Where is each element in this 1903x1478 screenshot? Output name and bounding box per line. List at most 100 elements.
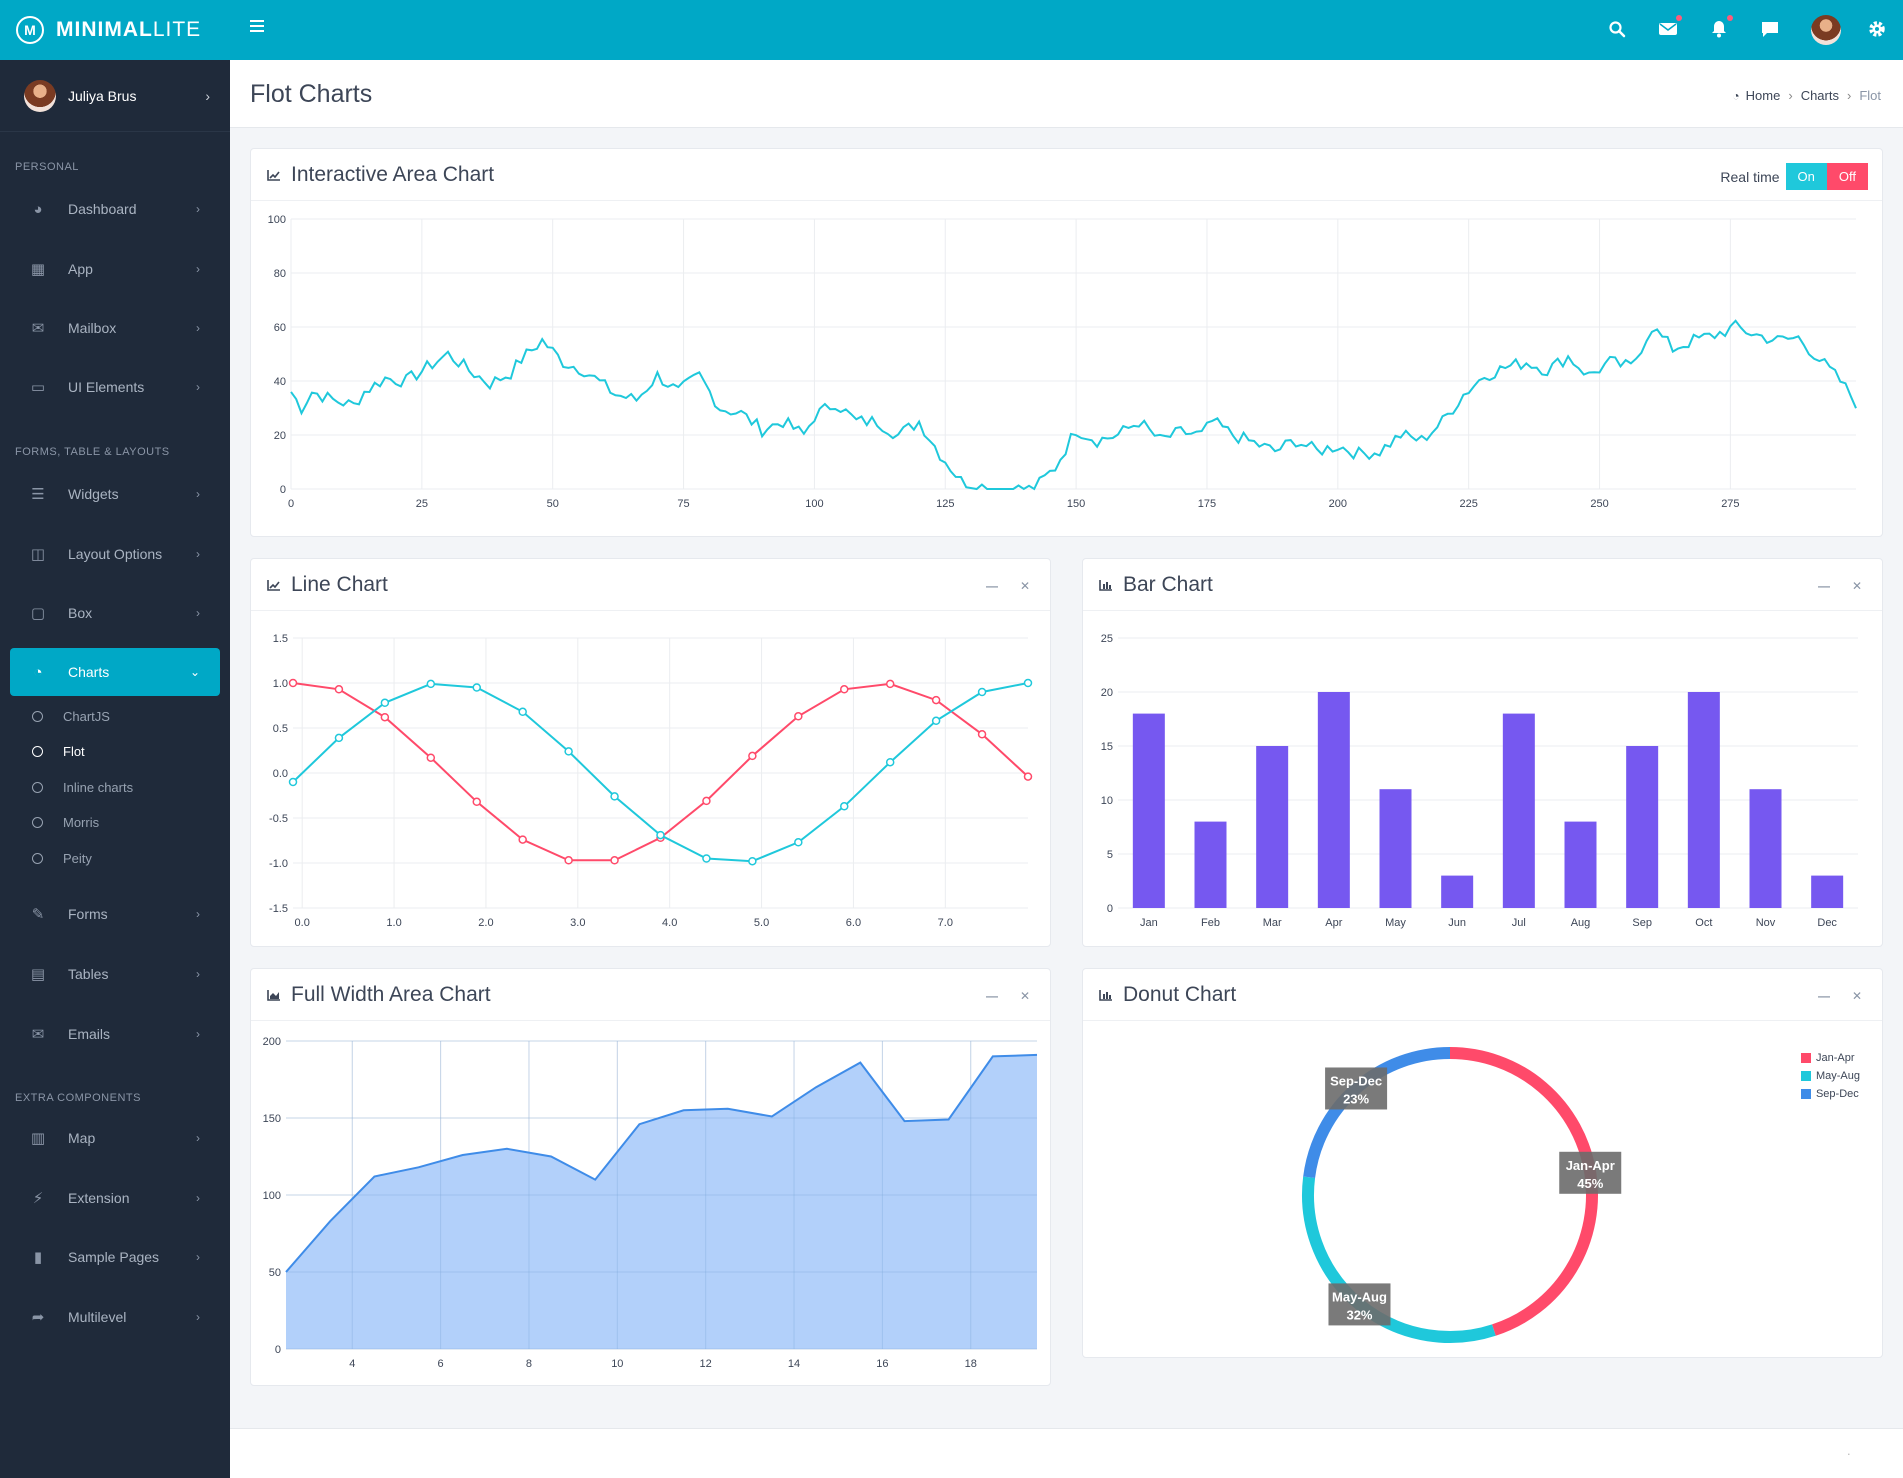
sidebar-item-app[interactable]: ▦ App › (10, 245, 220, 293)
legend-swatch (1800, 1071, 1811, 1081)
gear-icon[interactable] (1865, 17, 1889, 41)
card-title: Donut Chart (1123, 982, 1237, 1006)
x-tick-label: Apr (1325, 917, 1342, 929)
sidebar-subitem-chartjs[interactable]: ChartJS (32, 704, 110, 728)
user-avatar-icon[interactable] (1810, 14, 1842, 46)
sidebar-item-dashboard[interactable]: ◕ Dashboard › (10, 185, 220, 233)
data-point (334, 685, 344, 694)
sidebar-subitem-inline-charts[interactable]: Inline charts (32, 775, 133, 799)
breadcrumb-charts[interactable]: Charts (1800, 88, 1839, 103)
data-point (748, 751, 757, 761)
close-icon[interactable]: ✕ (1851, 989, 1862, 1003)
menu-toggle-icon[interactable] (250, 20, 264, 32)
sidebar-item-widgets[interactable]: ☰ Widgets › (10, 470, 220, 518)
chevron-right-icon: › (196, 967, 200, 981)
sidebar-item-label: Forms (68, 906, 108, 922)
data-point (518, 835, 527, 844)
realtime-off-button[interactable]: Off (1826, 163, 1868, 190)
sidebar-item-label: Dashboard (68, 201, 137, 217)
close-icon[interactable]: ✕ (1019, 579, 1030, 593)
close-icon[interactable]: ✕ (1851, 579, 1862, 593)
data-label-value: 23% (1343, 1091, 1369, 1106)
sidebar-subitem-peity[interactable]: Peity (32, 846, 92, 870)
legend-entry: Sep-Dec (1800, 1085, 1860, 1103)
x-tick-label: 275 (1721, 498, 1739, 510)
bar (1317, 692, 1350, 908)
realtime-on-button[interactable]: On (1785, 163, 1827, 190)
bar-chart-card: Bar Chart — ✕ 0 5 10 15 20 25 Jan Feb Mar Apr May Ju… (1082, 558, 1883, 947)
bar (1194, 821, 1227, 908)
sidebar-item-multilevel[interactable]: ➦ Multilevel › (10, 1293, 220, 1341)
page-header: Flot Charts ◔ Home › Charts › Flot (230, 60, 1903, 128)
breadcrumb-current: Flot (1859, 88, 1881, 103)
sidebar-item-sample-pages[interactable]: ▮ Sample Pages › (10, 1233, 220, 1281)
sidebar-item-label: Layout Options (68, 546, 163, 562)
y-tick-label: 10 (1101, 795, 1113, 807)
sidebar-item-label: App (68, 261, 93, 277)
y-tick-label: 200 (263, 1036, 281, 1048)
avatar (24, 79, 56, 112)
search-icon[interactable] (1605, 17, 1629, 41)
data-point (702, 796, 711, 806)
data-point (1023, 678, 1033, 688)
full-width-area-chart: 0 50 100 150 200 4 6 8 10 12 14 16 18 (263, 1036, 1038, 1370)
sidebar-subitem-flot[interactable]: Flot (32, 739, 85, 763)
data-point (931, 716, 941, 726)
chat-icon[interactable] (1758, 17, 1782, 41)
x-tick-label: 50 (547, 498, 559, 510)
file-icon: ▮ (33, 1249, 43, 1266)
sidebar-item-label: Sample Pages (68, 1249, 160, 1265)
sidebar-subitem-label: Inline charts (63, 779, 134, 795)
minimize-icon[interactable]: — (1817, 989, 1830, 1003)
close-icon[interactable]: ✕ (1019, 989, 1030, 1003)
y-tick-label: 1.0 (273, 678, 288, 690)
sidebar-item-forms[interactable]: ✎ Forms › (10, 890, 220, 938)
y-tick-label: 80 (274, 268, 286, 280)
mail-icon[interactable] (1656, 15, 1682, 41)
chevron-right-icon: › (205, 87, 210, 104)
minimize-icon[interactable]: — (985, 579, 998, 593)
sidebar-item-mailbox[interactable]: ✉ Mailbox › (10, 304, 220, 352)
data-point (426, 679, 436, 689)
sidebar-item-emails[interactable]: ✉ Emails › (10, 1010, 220, 1058)
data-point (656, 830, 665, 840)
sidebar-section-title: PERSONAL (15, 161, 79, 173)
bar (1626, 746, 1659, 908)
minimize-icon[interactable]: — (1817, 579, 1830, 593)
card-title: Interactive Area Chart (291, 162, 495, 186)
x-tick-label: Nov (1756, 917, 1776, 929)
sidebar-item-charts[interactable]: ◔ Charts ⌄ (10, 648, 220, 696)
sidebar-item-layout-options[interactable]: ◫ Layout Options › (10, 530, 220, 578)
bar (1441, 875, 1474, 908)
data-point (288, 678, 298, 688)
sidebar-subitem-morris[interactable]: Morris (32, 810, 99, 834)
laptop-icon: ▭ (30, 379, 46, 396)
chart-legend: Jan-Apr May-Aug Sep-Dec (1800, 1049, 1860, 1103)
breadcrumb-home[interactable]: Home (1745, 88, 1781, 103)
sidebar-item-extension[interactable]: ⚡ Extension › (10, 1174, 220, 1222)
data-label-box (1328, 1283, 1391, 1326)
line-chart-icon (267, 169, 281, 181)
bell-icon[interactable] (1707, 15, 1733, 41)
area-chart-icon (267, 989, 281, 1001)
dashboard-icon: ◕ (33, 200, 43, 218)
data-label-value: 45% (1577, 1176, 1603, 1191)
sidebar-item-box[interactable]: ▢ Box › (10, 589, 220, 637)
realtime-toggle: Real time On Off (1720, 163, 1868, 190)
bar (1379, 789, 1412, 908)
box-icon: ▢ (30, 605, 46, 622)
sidebar-item-ui-elements[interactable]: ▭ UI Elements › (10, 363, 220, 411)
minimize-icon[interactable]: — (985, 989, 998, 1003)
sidebar-item-tables[interactable]: ▤ Tables › (10, 950, 220, 998)
chevron-down-icon: ⌄ (189, 665, 200, 679)
bar (1256, 746, 1289, 908)
line-chart-card: Line Chart — ✕ -1.5 -1.0 -0.5 0.0 0.5 1.0 1.5 0.… (250, 558, 1051, 947)
logo[interactable]: M MINIMALLITE (0, 0, 230, 60)
user-panel[interactable]: Juliya Brus › (0, 60, 230, 132)
sidebar-section-title: EXTRA COMPONENTS (15, 1092, 141, 1104)
sidebar-item-map[interactable]: ▥ Map › (10, 1114, 220, 1162)
chevron-right-icon: › (196, 547, 200, 561)
logo-icon: M (16, 16, 44, 44)
mailbox-icon: ✉ (31, 320, 45, 337)
data-label-box (1325, 1067, 1388, 1110)
